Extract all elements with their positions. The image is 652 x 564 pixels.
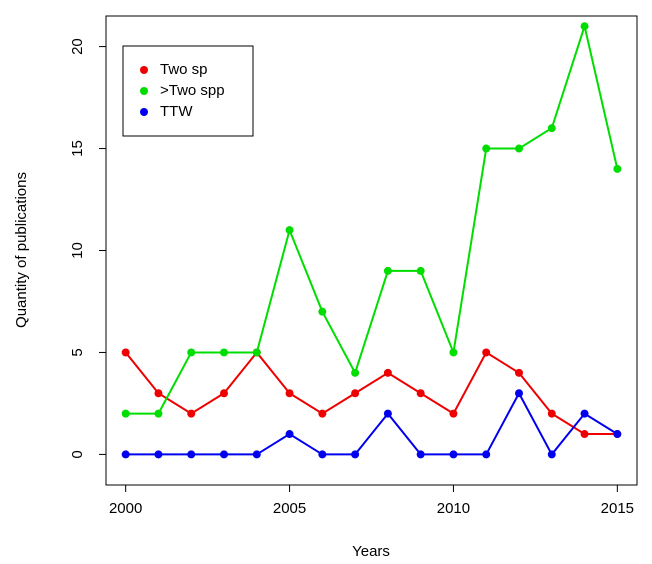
y-tick-label: 0: [69, 450, 86, 458]
y-tick-label: 20: [69, 38, 86, 55]
legend-marker: [140, 66, 148, 74]
series-point: [351, 368, 360, 377]
series-point: [252, 348, 261, 357]
series-point: [318, 409, 327, 418]
series-point: [318, 307, 327, 316]
series-point: [383, 266, 392, 275]
series-point: [482, 144, 491, 153]
series-point: [547, 124, 556, 133]
y-tick-label: 15: [69, 140, 86, 157]
series-point: [515, 144, 523, 153]
series-point: [547, 409, 556, 418]
series-point: [187, 409, 196, 418]
series-point: [318, 450, 327, 459]
legend-label: >Two spp: [160, 82, 225, 99]
series-point: [285, 226, 294, 235]
series-point: [351, 389, 360, 398]
legend-marker: [140, 108, 148, 116]
x-tick-label: 2015: [601, 500, 634, 517]
legend-label: TTW: [160, 103, 193, 120]
x-tick-label: 2010: [437, 500, 470, 517]
series-point: [285, 389, 294, 398]
y-tick-label: 10: [69, 242, 86, 259]
series-point: [154, 389, 163, 398]
x-axis-label: Years: [352, 543, 390, 560]
series-point: [416, 389, 425, 398]
series-line: [125, 22, 619, 415]
series-point: [416, 450, 425, 459]
series-point: [121, 348, 130, 357]
series-point: [285, 430, 294, 439]
series-point: [482, 348, 491, 357]
series-point: [449, 348, 458, 357]
series-point: [449, 450, 458, 459]
series-point: [580, 22, 589, 31]
series-point: [187, 348, 196, 357]
series-point: [252, 450, 261, 459]
series-point: [351, 450, 360, 459]
series-point: [121, 450, 130, 459]
series-line: [124, 350, 618, 436]
series-point: [187, 450, 196, 459]
series-point: [449, 409, 458, 418]
series-line: [125, 391, 618, 457]
series-point: [383, 368, 392, 377]
y-axis-label: Quantity of publications: [13, 172, 30, 328]
series-point: [220, 389, 228, 398]
legend-marker: [140, 87, 148, 95]
series-point: [154, 450, 163, 459]
series-point: [383, 409, 392, 418]
series-point: [220, 348, 228, 357]
series-point: [121, 409, 130, 418]
series-point: [482, 450, 491, 459]
y-tick-label: 5: [69, 348, 86, 356]
legend-label: Two sp: [160, 61, 208, 78]
series-point: [613, 164, 622, 173]
series-point: [580, 409, 589, 418]
series-point: [220, 450, 228, 459]
series-point: [515, 389, 523, 398]
series-point: [416, 266, 425, 275]
series-point: [515, 368, 523, 377]
series-point: [547, 450, 556, 459]
series-point: [154, 409, 163, 418]
x-tick-label: 2005: [273, 500, 306, 517]
series-point: [613, 430, 622, 439]
series-point: [580, 430, 589, 439]
x-tick-label: 2000: [109, 500, 142, 517]
